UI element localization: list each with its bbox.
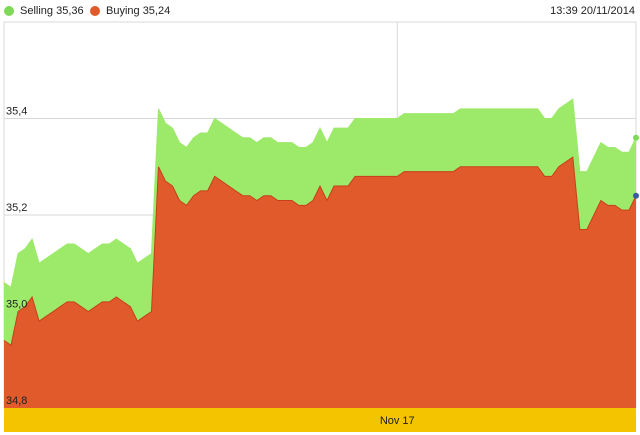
- chart-timestamp: 13:39 20/11/2014: [550, 5, 635, 17]
- axis-labels: 34,8 35,0 35,2 35,4 Nov 17: [6, 106, 415, 428]
- x-tick-label: Nov 17: [380, 415, 415, 427]
- legend-buying[interactable]: Buying 35,24: [90, 4, 170, 18]
- y-tick-label: 34,8: [6, 395, 27, 407]
- series-line-buying: [3, 156, 637, 347]
- y-tick-label: 35,4: [6, 106, 27, 118]
- legend-selling[interactable]: Selling 35,36: [4, 4, 84, 18]
- series-area-buying: [4, 157, 636, 408]
- last-point-selling: [633, 134, 639, 141]
- y-tick-label: 35,2: [6, 202, 27, 214]
- legend-buying-label: Buying 35,24: [106, 5, 171, 17]
- x-axis-bar: [4, 408, 636, 432]
- legend-selling-label: Selling 35,36: [20, 5, 84, 17]
- last-point-buying: [633, 192, 639, 199]
- series-line-selling: [3, 98, 637, 289]
- selling-dot-icon: [4, 6, 14, 16]
- series-areas: [3, 98, 639, 408]
- y-tick-label: 35,0: [6, 299, 27, 311]
- x-axis-band: [4, 408, 636, 432]
- chart-header: Selling 35,36 Buying 35,24 13:39 20/11/2…: [0, 0, 640, 22]
- buying-dot-icon: [90, 6, 100, 16]
